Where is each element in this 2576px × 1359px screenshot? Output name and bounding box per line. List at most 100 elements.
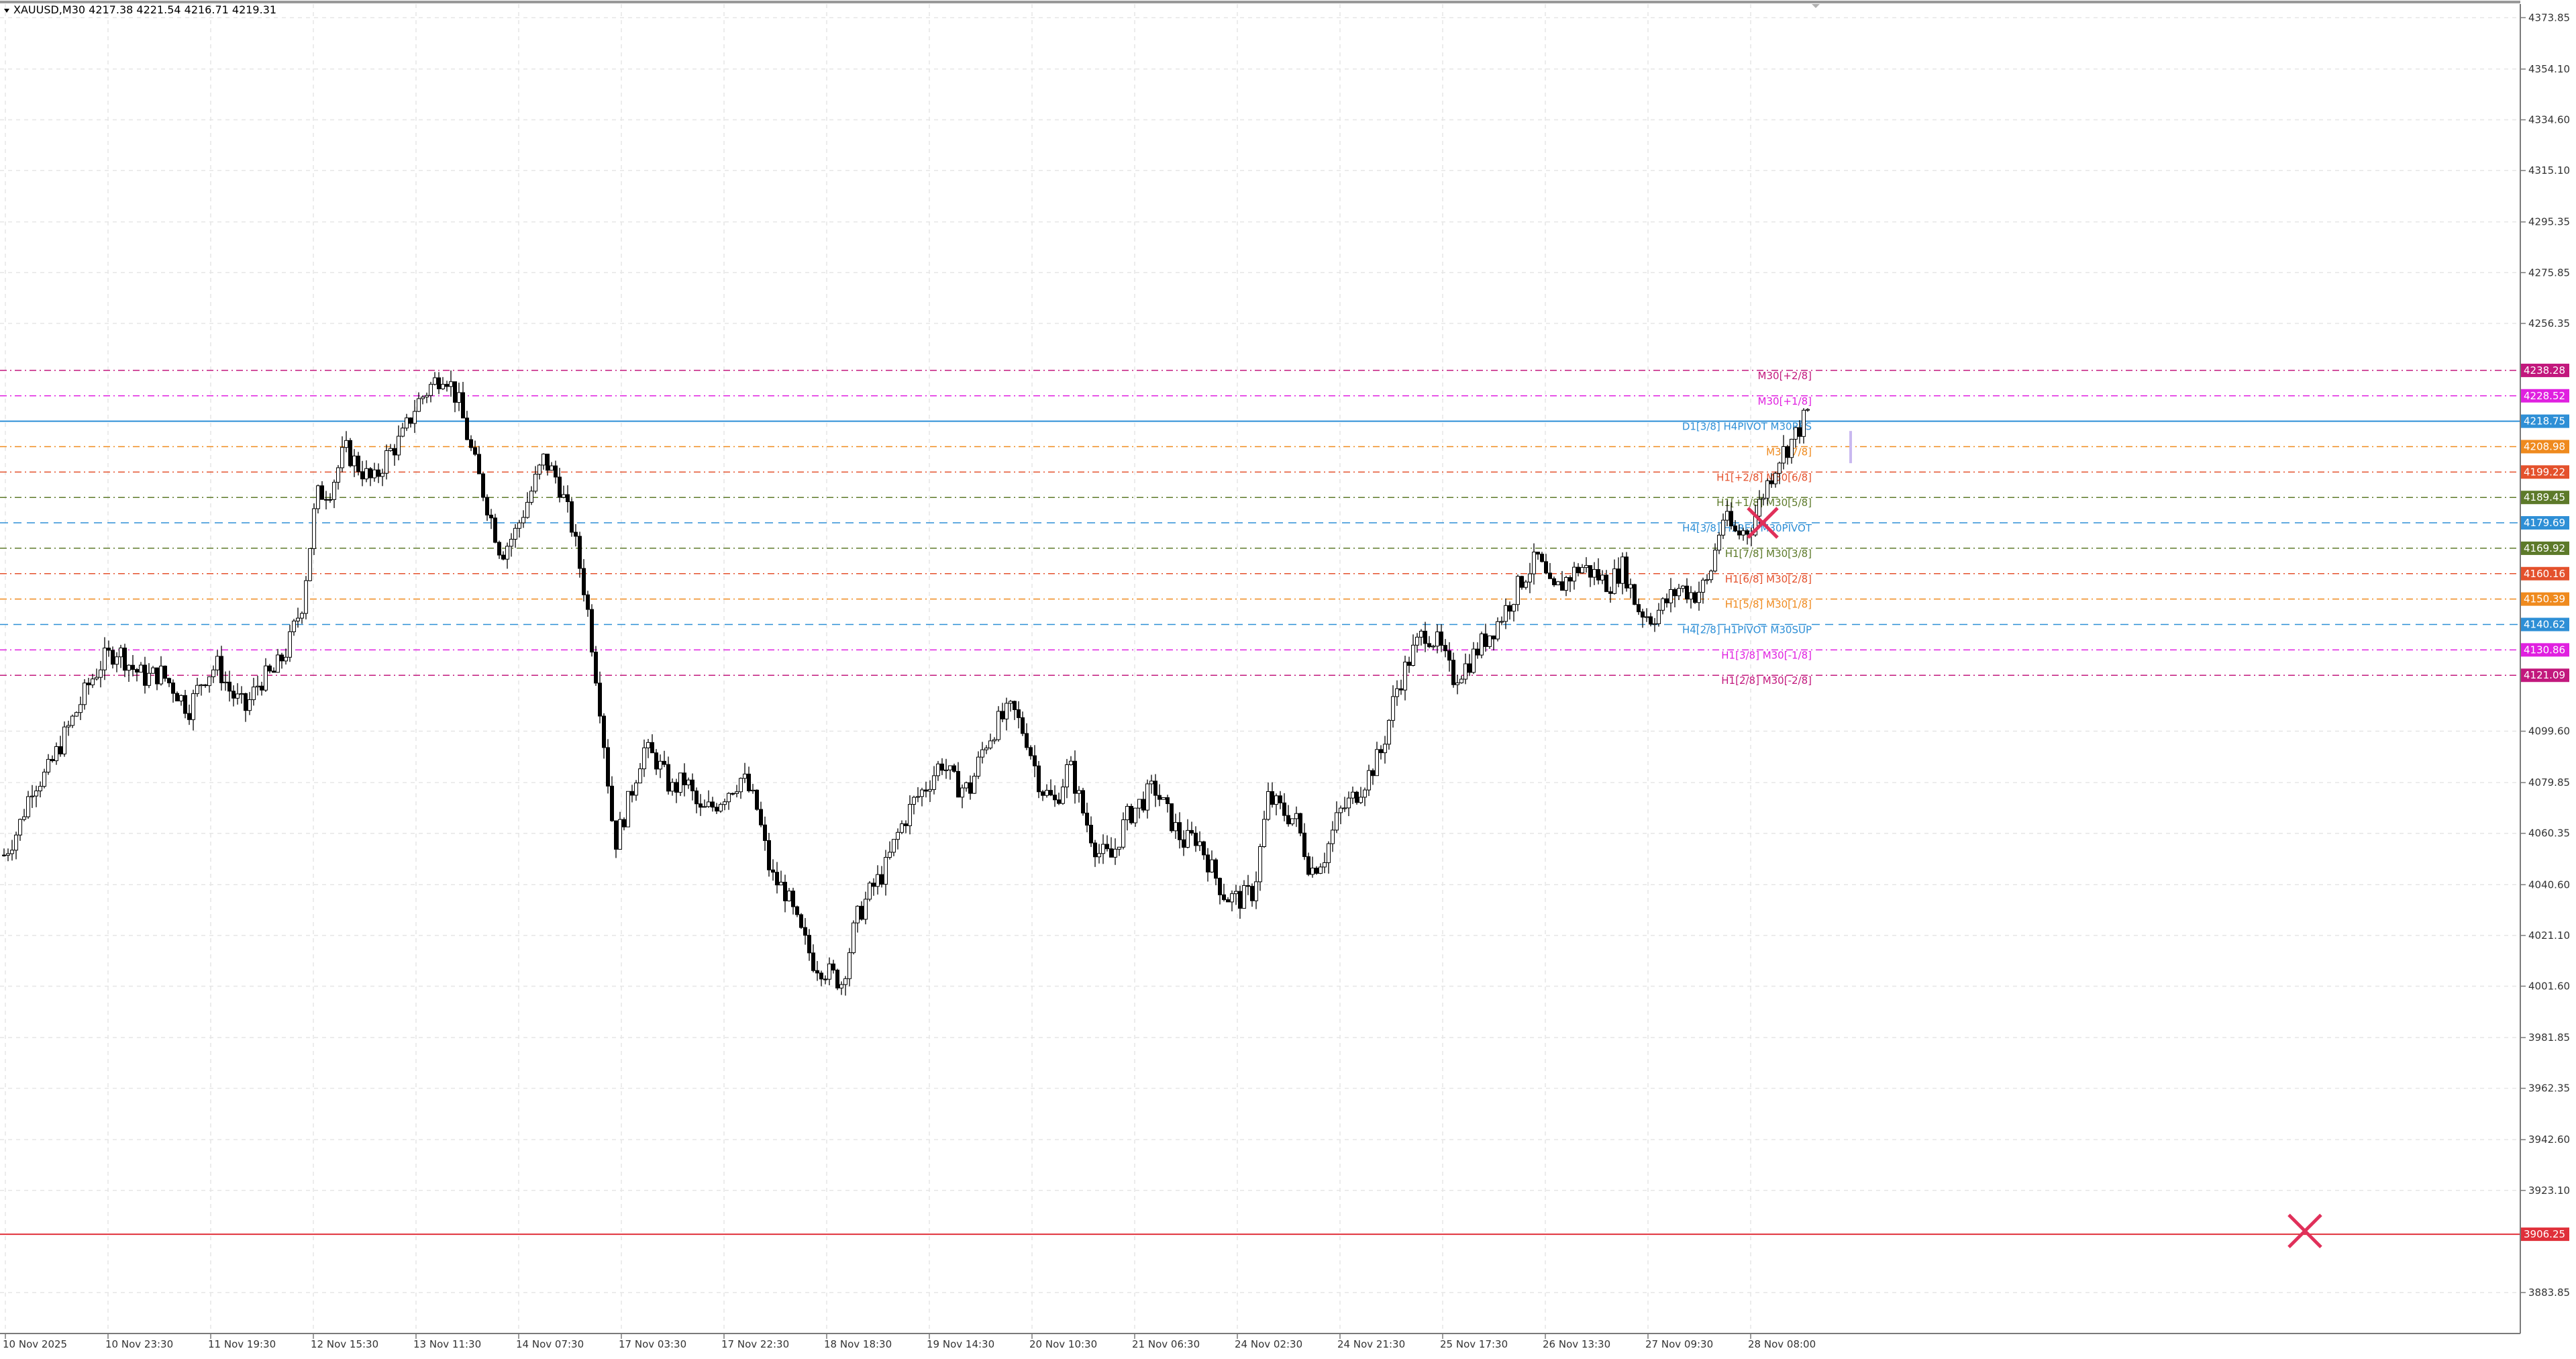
candle-body: [1516, 576, 1520, 605]
candle-body: [747, 773, 751, 791]
candle-body: [54, 746, 58, 762]
candle-body: [1576, 566, 1580, 574]
candle-body: [465, 417, 469, 440]
candle-body: [352, 455, 356, 466]
candle-body: [952, 765, 956, 772]
x-tick-label: 24 Nov 21:30: [1337, 1338, 1405, 1350]
candle-body: [968, 782, 972, 794]
price-tag: [2521, 643, 2569, 657]
candle-body: [1592, 569, 1596, 578]
candle-body: [694, 791, 699, 805]
candle-body: [336, 467, 340, 483]
candle-body: [441, 384, 445, 389]
candle-body: [1472, 648, 1476, 673]
candle-body: [924, 789, 928, 792]
candle-body: [119, 648, 123, 658]
candle-body: [1629, 584, 1633, 589]
candle-body: [1596, 569, 1600, 581]
candle-body: [735, 791, 739, 794]
candle-body: [727, 793, 731, 803]
candle-body: [240, 693, 244, 695]
candle-body: [1202, 841, 1206, 856]
candle-body: [115, 656, 119, 665]
candle-body: [892, 839, 896, 853]
candle-body: [171, 683, 175, 694]
candle-body: [1073, 760, 1077, 794]
candle-body: [586, 594, 590, 610]
candle-body: [1145, 783, 1149, 811]
candle-body: [1798, 427, 1802, 437]
candle-body: [449, 381, 453, 387]
candle-body: [1363, 789, 1367, 798]
collapse-triangle-icon[interactable]: [4, 9, 9, 13]
candle-body: [940, 763, 944, 771]
candle-body: [1274, 795, 1278, 805]
candle-body: [280, 654, 284, 662]
candle-body: [1431, 646, 1435, 648]
candle-body: [1391, 696, 1395, 721]
grid: [0, 4, 2520, 1333]
candle-body: [272, 670, 276, 673]
candle-body: [1278, 795, 1282, 803]
candle-body: [1162, 797, 1166, 800]
candle-body: [1697, 591, 1701, 603]
candle-body: [562, 494, 566, 498]
price-tag-label: 4208.98: [2524, 441, 2565, 453]
candle-body: [1093, 842, 1097, 858]
candle-body: [328, 499, 332, 501]
candle-body: [1778, 462, 1782, 474]
candle-body: [1331, 829, 1335, 844]
candle-body: [66, 725, 70, 727]
candle-body: [574, 532, 578, 537]
candle-body: [1210, 859, 1214, 872]
candle-body: [139, 664, 143, 673]
candle-body: [1649, 616, 1653, 625]
price-tag-label: 4140.62: [2524, 619, 2565, 631]
x-tick-label: 26 Nov 13:30: [1543, 1338, 1610, 1350]
candle-body: [1302, 832, 1306, 857]
candle-body: [992, 739, 996, 742]
candle-body: [803, 927, 807, 936]
candle-body: [1745, 530, 1749, 535]
candle-body: [70, 715, 74, 726]
candle-body: [1616, 568, 1620, 584]
candle-body: [1033, 755, 1037, 766]
candle-body: [1105, 844, 1109, 850]
x-tick-label: 13 Nov 11:30: [413, 1338, 481, 1350]
candle-body: [107, 648, 111, 651]
candle-body: [1443, 645, 1447, 652]
candle-body: [658, 760, 662, 770]
candle-body: [984, 748, 988, 750]
candle-body: [1524, 581, 1528, 588]
price-tag: [2521, 566, 2569, 581]
candle-body: [473, 447, 477, 455]
candle-body: [1194, 832, 1198, 846]
candle-body: [1206, 854, 1210, 872]
candle-body: [682, 772, 686, 786]
candle-body: [376, 469, 380, 477]
candle-body: [763, 824, 767, 841]
candle-body: [731, 793, 735, 795]
candle-body: [932, 775, 936, 790]
candle-body: [260, 685, 264, 691]
candle-body: [288, 631, 292, 658]
candle-body: [1121, 819, 1125, 848]
x-tick-label: 11 Nov 19:30: [208, 1338, 276, 1350]
price-tag: [2521, 363, 2569, 377]
price-tag-label: 4150.39: [2524, 593, 2565, 605]
candle-body: [908, 803, 912, 826]
candle-body: [1101, 844, 1105, 854]
y-tick-label: 4256.35: [2528, 317, 2570, 330]
candle-body: [1467, 663, 1472, 673]
candle-body: [1604, 574, 1608, 593]
candle-body: [1620, 556, 1625, 584]
candle-body: [445, 384, 449, 387]
candle-body: [26, 796, 30, 817]
candle-body: [743, 773, 747, 779]
candle-body: [622, 819, 626, 827]
candle-body: [1435, 632, 1439, 647]
candle-body: [1782, 446, 1786, 464]
candle-body: [1266, 791, 1270, 820]
